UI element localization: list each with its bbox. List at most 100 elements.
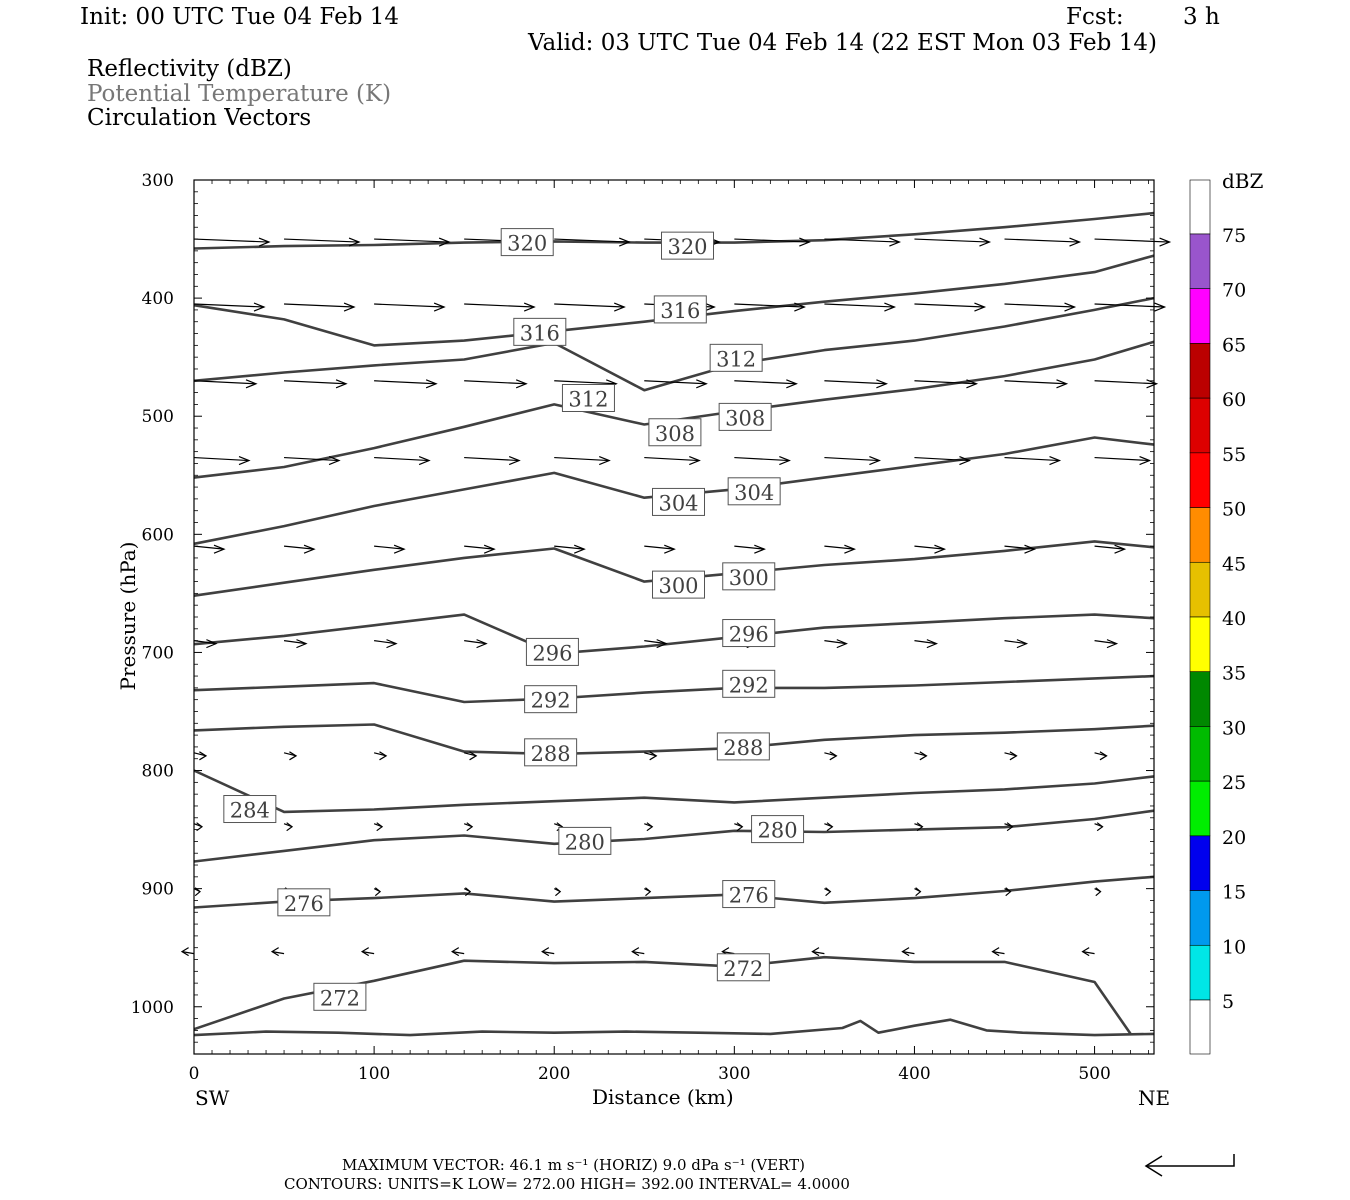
vector-arrow-head <box>901 947 910 957</box>
vector-arrow <box>374 380 437 385</box>
contour-label-box <box>524 738 578 767</box>
vector-arrow-head <box>704 302 716 312</box>
contour-label: 288 <box>723 736 763 760</box>
colorbar-level-label: 30 <box>1222 717 1246 739</box>
vector-arrow-head <box>599 455 611 466</box>
vector-arrow-head <box>786 379 798 389</box>
vector-arrow <box>554 238 630 243</box>
vector-arrow-head <box>1064 302 1077 312</box>
vector-arrow <box>1094 456 1150 462</box>
contour-label-box <box>652 570 706 599</box>
vector-arrow <box>452 951 465 955</box>
vector-arrow-head <box>614 302 626 312</box>
vector-arrow <box>193 545 225 550</box>
contour-label-box <box>500 228 554 257</box>
vector-arrow-head <box>646 822 654 832</box>
vector-arrow-head <box>934 544 947 554</box>
vector-arrow-head <box>335 379 348 389</box>
vector-arrow <box>902 951 915 955</box>
vector-arrow <box>374 456 430 462</box>
contour-label: 276 <box>284 892 324 916</box>
vector-arrow <box>914 380 977 385</box>
vector-arrow-head <box>213 544 226 554</box>
vector-arrow <box>812 951 825 955</box>
vector-arrow <box>824 238 900 243</box>
vector-arrow <box>554 303 625 308</box>
colorbar-level-label: 20 <box>1222 827 1246 849</box>
colorbar-band <box>1189 890 1211 946</box>
vector-arrow-head <box>794 302 806 312</box>
x-label-ne: NE <box>1138 1086 1171 1110</box>
contour-label: 320 <box>667 235 707 259</box>
vector-arrow <box>824 752 837 757</box>
contour-label: 292 <box>729 673 769 697</box>
vector-arrow-head <box>1114 544 1127 554</box>
colorbar-level-label: 45 <box>1222 553 1246 575</box>
y-tick-label: 800 <box>142 762 174 782</box>
vector-arrow-head <box>631 947 640 957</box>
contour-label-box <box>558 826 612 855</box>
vector-arrow-head <box>438 237 451 247</box>
vector-arrow <box>283 752 297 757</box>
contour-line-ground <box>193 1018 1155 1037</box>
vector-arrow <box>914 238 990 243</box>
contour-label: 284 <box>230 799 270 823</box>
contour-label-box <box>653 295 707 324</box>
vector-arrow <box>734 545 765 550</box>
contour-label: 300 <box>658 574 698 598</box>
vector-arrow <box>554 456 610 462</box>
vector-arrow <box>644 545 675 550</box>
contour-label: 296 <box>532 641 572 665</box>
x-tick-label: 200 <box>538 1064 570 1084</box>
vector-arrow <box>1004 380 1067 385</box>
vector-arrow-head <box>619 237 631 247</box>
vector-arrow <box>464 752 477 757</box>
vector-arrow-head <box>196 822 204 832</box>
vector-arrow-head <box>1139 455 1152 466</box>
vector-arrow-head <box>869 455 882 466</box>
vector-arrow-head <box>689 455 701 466</box>
vector-arrow <box>284 303 355 308</box>
vector-arrow <box>1094 640 1117 645</box>
vector-arrow-head <box>1095 887 1102 897</box>
vector-arrow-head <box>974 302 987 312</box>
colorbar-level-label: 25 <box>1222 772 1246 794</box>
vector-arrow <box>374 545 405 550</box>
colorbar-level-label: 35 <box>1222 663 1246 685</box>
vector-arrow <box>283 545 315 550</box>
vector-arrow <box>1094 238 1170 243</box>
vector-arrow <box>1004 640 1027 645</box>
vector-arrow <box>1094 380 1157 385</box>
vector-arrow <box>992 951 1005 955</box>
vector-arrow <box>824 380 887 385</box>
vector-arrow-head <box>451 947 460 957</box>
vector-arrow <box>542 951 555 955</box>
contour-label-box <box>513 317 567 346</box>
colorbar-band <box>1189 726 1211 782</box>
vector-arrow <box>644 380 707 385</box>
vector-arrow-head <box>206 639 218 649</box>
vector-arrow-head <box>656 639 668 649</box>
contour-label-box <box>722 880 776 909</box>
vector-arrow <box>193 640 217 645</box>
vector-arrow-head <box>811 947 820 957</box>
vector-arrow-head <box>476 639 488 649</box>
vector-arrow <box>1082 951 1095 955</box>
contour-line-292 <box>193 674 1155 704</box>
theta-contours <box>193 211 1155 1037</box>
vector-arrow-head <box>483 544 496 554</box>
init-time: Init: 00 UTC Tue 04 Feb 14 <box>80 4 400 30</box>
vector-arrow-head <box>991 947 1000 957</box>
contour-label-box <box>716 732 770 761</box>
y-axis-title: Pressure (hPa) <box>116 541 140 691</box>
contour-label: 316 <box>660 299 700 323</box>
colorbar-band <box>1189 452 1211 508</box>
vector-arrow-head <box>541 947 550 957</box>
vector-arrow <box>193 456 250 462</box>
contour-line-284 <box>193 769 1155 814</box>
contour-label: 316 <box>520 321 560 345</box>
vector-arrow-head <box>829 751 838 761</box>
vector-arrow-head <box>1099 751 1108 761</box>
y-tick-label: 600 <box>142 525 174 545</box>
